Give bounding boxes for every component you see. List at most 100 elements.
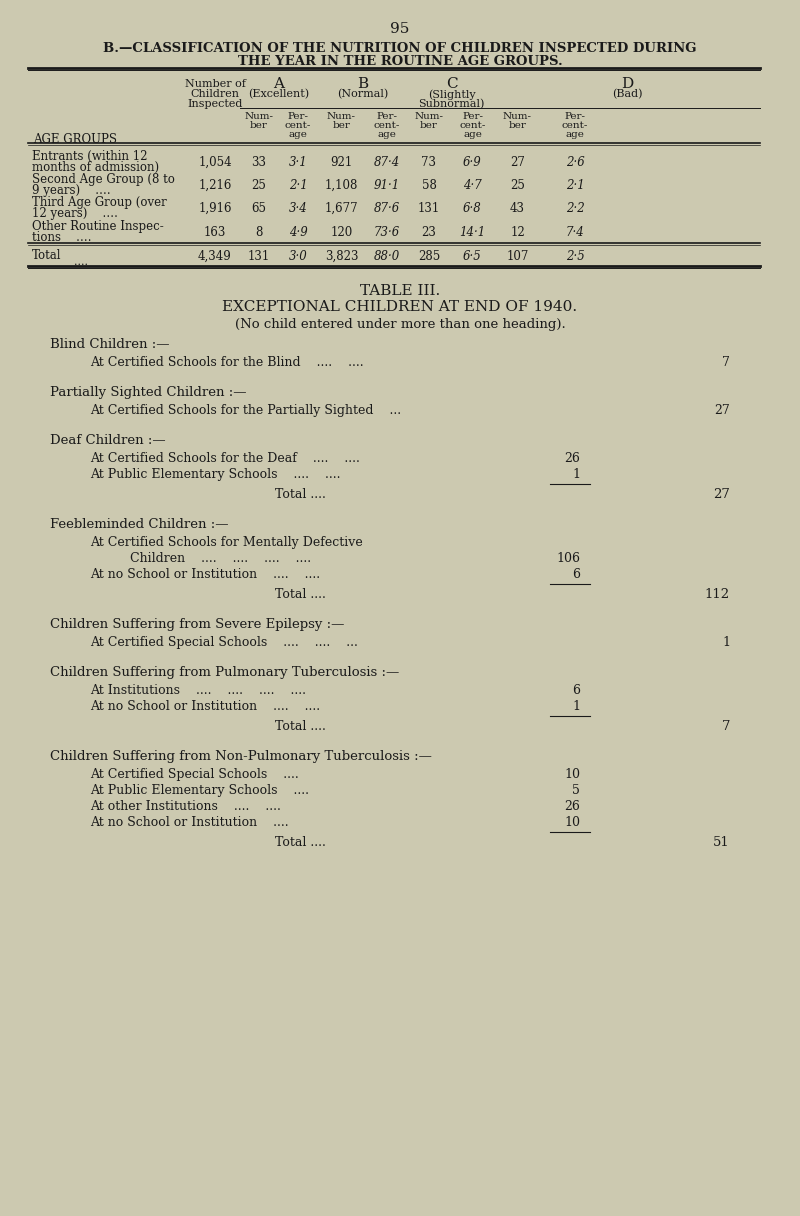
Text: AGE GROUPS: AGE GROUPS xyxy=(33,133,117,146)
Text: 88·0: 88·0 xyxy=(374,250,400,263)
Text: 26: 26 xyxy=(564,452,580,465)
Text: Other Routine Inspec-: Other Routine Inspec- xyxy=(32,220,164,233)
Text: Num-: Num- xyxy=(245,112,274,122)
Text: At no School or Institution    ....    ....: At no School or Institution .... .... xyxy=(90,700,320,713)
Text: 58: 58 xyxy=(422,179,437,192)
Text: months of admission): months of admission) xyxy=(32,161,159,174)
Text: Blind Children :—: Blind Children :— xyxy=(50,338,170,351)
Text: THE YEAR IN THE ROUTINE AGE GROUPS.: THE YEAR IN THE ROUTINE AGE GROUPS. xyxy=(238,55,562,68)
Text: 87·6: 87·6 xyxy=(374,202,400,215)
Text: 43: 43 xyxy=(510,202,525,215)
Text: 1,108: 1,108 xyxy=(325,179,358,192)
Text: 25: 25 xyxy=(251,179,266,192)
Text: Per-: Per- xyxy=(376,112,397,122)
Text: Children Suffering from Severe Epilepsy :—: Children Suffering from Severe Epilepsy … xyxy=(50,618,344,631)
Text: 1: 1 xyxy=(572,700,580,713)
Text: Total ....: Total .... xyxy=(274,488,326,501)
Text: 107: 107 xyxy=(506,250,529,263)
Text: age: age xyxy=(377,130,396,139)
Text: At other Institutions    ....    ....: At other Institutions .... .... xyxy=(90,800,281,814)
Text: At Certified Schools for the Blind    ....    ....: At Certified Schools for the Blind .... … xyxy=(90,356,364,368)
Text: 27: 27 xyxy=(714,404,730,417)
Text: 6: 6 xyxy=(572,683,580,697)
Text: 3·1: 3·1 xyxy=(289,156,307,169)
Text: 23: 23 xyxy=(422,226,437,240)
Text: At Certified Special Schools    ....: At Certified Special Schools .... xyxy=(90,769,298,781)
Text: 27: 27 xyxy=(713,488,730,501)
Text: At Public Elementary Schools    ....    ....: At Public Elementary Schools .... .... xyxy=(90,468,341,482)
Text: TABLE III.: TABLE III. xyxy=(360,285,440,298)
Text: Number of: Number of xyxy=(185,79,246,89)
Text: Partially Sighted Children :—: Partially Sighted Children :— xyxy=(50,385,246,399)
Text: Per-: Per- xyxy=(462,112,483,122)
Text: At Certified Schools for the Partially Sighted    ...: At Certified Schools for the Partially S… xyxy=(90,404,401,417)
Text: 1,216: 1,216 xyxy=(198,179,232,192)
Text: Third Age Group (over: Third Age Group (over xyxy=(32,196,166,209)
Text: 6: 6 xyxy=(572,568,580,581)
Text: tions    ….: tions …. xyxy=(32,231,91,244)
Text: Per-: Per- xyxy=(287,112,309,122)
Text: EXCEPTIONAL CHILDREN AT END OF 1940.: EXCEPTIONAL CHILDREN AT END OF 1940. xyxy=(222,300,578,314)
Text: 51: 51 xyxy=(714,837,730,849)
Text: 1,054: 1,054 xyxy=(198,156,232,169)
Text: A: A xyxy=(274,77,285,91)
Text: cent-: cent- xyxy=(459,122,486,130)
Text: (Slightly: (Slightly xyxy=(428,89,475,100)
Text: 95: 95 xyxy=(390,22,410,36)
Text: Per-: Per- xyxy=(565,112,586,122)
Text: 1: 1 xyxy=(572,468,580,482)
Text: At Certified Special Schools    ....    ....    ...: At Certified Special Schools .... .... .… xyxy=(90,636,358,649)
Text: 106: 106 xyxy=(556,552,580,565)
Text: cent-: cent- xyxy=(374,122,400,130)
Text: At no School or Institution    ....: At no School or Institution .... xyxy=(90,816,289,829)
Text: Children: Children xyxy=(190,89,239,98)
Text: 5: 5 xyxy=(572,784,580,796)
Text: ber: ber xyxy=(250,122,268,130)
Text: 9 years)    ….: 9 years) …. xyxy=(32,184,110,197)
Text: At Certified Schools for Mentally Defective: At Certified Schools for Mentally Defect… xyxy=(90,536,362,548)
Text: 1: 1 xyxy=(722,636,730,649)
Text: 25: 25 xyxy=(510,179,525,192)
Text: 1,677: 1,677 xyxy=(325,202,358,215)
Text: age: age xyxy=(289,130,307,139)
Text: Entrants (within 12: Entrants (within 12 xyxy=(32,150,147,163)
Text: Deaf Children :—: Deaf Children :— xyxy=(50,434,166,447)
Text: 8: 8 xyxy=(255,226,262,240)
Text: 73: 73 xyxy=(422,156,437,169)
Text: Feebleminded Children :—: Feebleminded Children :— xyxy=(50,518,229,531)
Text: 4,349: 4,349 xyxy=(198,250,232,263)
Text: 12: 12 xyxy=(510,226,525,240)
Text: 131: 131 xyxy=(248,250,270,263)
Text: D: D xyxy=(622,77,634,91)
Text: Num-: Num- xyxy=(503,112,532,122)
Text: 3,823: 3,823 xyxy=(325,250,358,263)
Text: 6·9: 6·9 xyxy=(463,156,482,169)
Text: 14·1: 14·1 xyxy=(459,226,486,240)
Text: age: age xyxy=(566,130,585,139)
Text: ber: ber xyxy=(509,122,526,130)
Text: ....: .... xyxy=(74,257,88,268)
Text: 131: 131 xyxy=(418,202,440,215)
Text: 4·7: 4·7 xyxy=(463,179,482,192)
Text: 10: 10 xyxy=(564,816,580,829)
Text: 3·4: 3·4 xyxy=(289,202,307,215)
Text: 120: 120 xyxy=(330,226,353,240)
Text: (Normal): (Normal) xyxy=(338,89,389,100)
Text: 112: 112 xyxy=(705,589,730,601)
Text: (Bad): (Bad) xyxy=(612,89,642,100)
Text: Total ....: Total .... xyxy=(274,720,326,733)
Text: Inspected: Inspected xyxy=(187,98,242,109)
Text: 87·4: 87·4 xyxy=(374,156,400,169)
Text: 6·5: 6·5 xyxy=(463,250,482,263)
Text: At Public Elementary Schools    ....: At Public Elementary Schools .... xyxy=(90,784,309,796)
Text: 27: 27 xyxy=(510,156,525,169)
Text: Num-: Num- xyxy=(327,112,356,122)
Text: Total ....: Total .... xyxy=(274,837,326,849)
Text: (No child entered under more than one heading).: (No child entered under more than one he… xyxy=(234,319,566,331)
Text: C: C xyxy=(446,77,458,91)
Text: 7: 7 xyxy=(722,720,730,733)
Text: 2·6: 2·6 xyxy=(566,156,584,169)
Text: 7·4: 7·4 xyxy=(566,226,584,240)
Text: ber: ber xyxy=(333,122,350,130)
Text: ber: ber xyxy=(420,122,438,130)
